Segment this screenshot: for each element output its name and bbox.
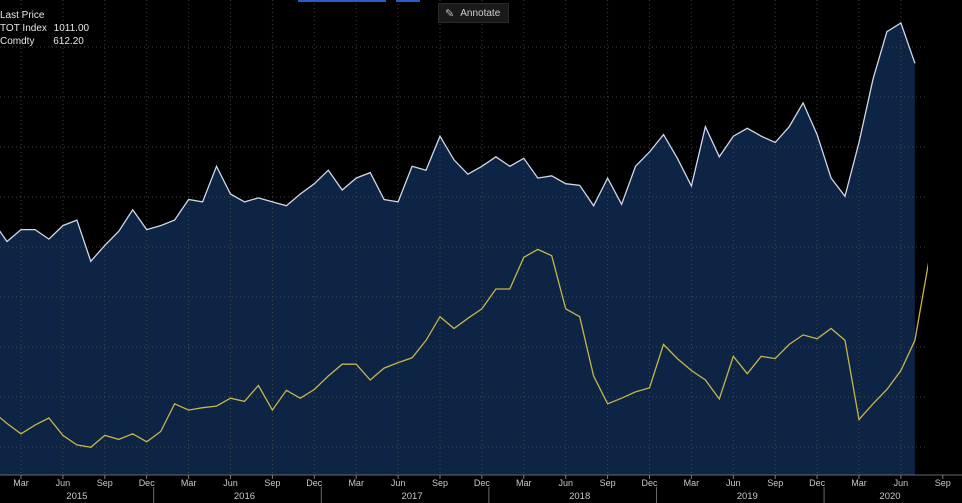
legend-item-value: 612.20: [53, 36, 84, 47]
series-line-tot-index: [0, 22, 916, 263]
series-area-tot-index: [0, 23, 915, 475]
x-tick-label: Mar: [13, 478, 29, 488]
x-tick-label: Jun: [223, 478, 238, 488]
x-tick-label: Dec: [306, 478, 323, 488]
x-year-label: 2016: [234, 491, 255, 502]
grid-lines: [0, 0, 944, 475]
x-tick-label: Jun: [56, 478, 71, 488]
legend-title: Last Price: [0, 10, 45, 21]
x-tick-label: Sep: [600, 478, 616, 488]
header-tab-indicator[interactable]: [298, 0, 386, 2]
x-tick-label: Mar: [181, 478, 197, 488]
x-tick-label: Dec: [139, 478, 156, 488]
legend-item-name: Comdty: [0, 36, 35, 47]
x-year-label: 2017: [401, 491, 422, 502]
x-tick-label: Sep: [97, 478, 113, 488]
x-tick-label: Sep: [432, 478, 448, 488]
chart-legend: Last Price TOT Index 1011.00 Comdty 612.…: [0, 9, 89, 48]
x-year-label: 2020: [879, 491, 900, 502]
plot-right-margin: [928, 0, 962, 475]
x-tick-label: Jun: [726, 478, 741, 488]
legend-item-tot-index: TOT Index 1011.00: [0, 22, 89, 35]
x-tick-label: Jun: [391, 478, 406, 488]
x-tick-label: Mar: [684, 478, 700, 488]
x-tick-label: Dec: [809, 478, 826, 488]
pencil-icon: ✎: [445, 7, 455, 20]
x-year-label: 2018: [569, 491, 590, 502]
annotate-label: Annotate: [460, 7, 501, 19]
annotate-button[interactable]: ✎ Annotate: [438, 3, 510, 23]
legend-item-comdty: Comdty 612.20: [0, 35, 89, 48]
x-tick-label: Mar: [348, 478, 364, 488]
x-tick-label: Mar: [851, 478, 867, 488]
x-tick-label: Dec: [641, 478, 658, 488]
x-tick-label: Mar: [516, 478, 532, 488]
x-tick-label: Sep: [767, 478, 783, 488]
legend-item-value: 1011.00: [53, 23, 90, 34]
x-year-label: 2019: [737, 491, 758, 502]
header-tab-indicator-2[interactable]: [396, 0, 420, 2]
x-tick-label: Jun: [894, 478, 909, 488]
legend-item-name: TOT Index: [0, 23, 47, 34]
series-line-comdty: [0, 21, 962, 448]
x-tick-label: Sep: [935, 478, 951, 488]
x-tick-label: Jun: [558, 478, 573, 488]
x-year-label: 2015: [66, 491, 87, 502]
x-tick-label: Dec: [474, 478, 491, 488]
x-tick-label: Sep: [264, 478, 280, 488]
